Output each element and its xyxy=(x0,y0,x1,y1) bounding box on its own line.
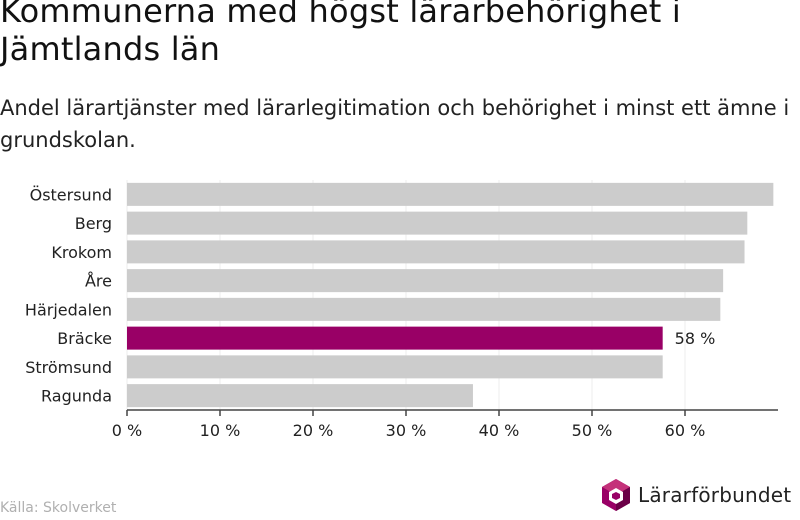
chart-title: Kommunerna med högst lärarbehörighet i J… xyxy=(0,0,681,68)
bar xyxy=(127,355,663,379)
category-label: Härjedalen xyxy=(25,300,112,319)
x-tick-label: 10 % xyxy=(200,421,241,440)
x-tick-label: 40 % xyxy=(479,421,520,440)
category-label: Bräcke xyxy=(57,329,112,348)
bar xyxy=(127,326,663,350)
bar xyxy=(127,182,774,206)
bar xyxy=(127,384,473,408)
x-tick-label: 50 % xyxy=(572,421,613,440)
category-label: Berg xyxy=(75,214,112,233)
category-label: Östersund xyxy=(30,185,112,204)
brand-logo: Lärarförbundet xyxy=(600,477,791,513)
x-tick-label: 20 % xyxy=(293,421,334,440)
category-label: Ragunda xyxy=(41,387,112,406)
x-tick-label: 60 % xyxy=(665,421,706,440)
category-label: Åre xyxy=(85,272,112,291)
lararforbundet-logo-icon xyxy=(602,479,630,511)
chart-subtitle: Andel lärartjänster med lärarlegitimatio… xyxy=(0,96,790,152)
logo-text: Lärarförbundet xyxy=(638,483,792,507)
bar xyxy=(127,269,724,293)
bar-chart: Östersund Berg Krokom Åre Härjedalen Bräcke St… xyxy=(25,180,778,440)
x-tick-label: 0 % xyxy=(112,421,142,440)
bar xyxy=(127,211,748,235)
source-note: Källa: Skolverket xyxy=(0,500,117,516)
bar xyxy=(127,297,721,321)
category-label: Strömsund xyxy=(25,358,112,377)
category-label: Krokom xyxy=(51,243,112,262)
x-tick-label: 30 % xyxy=(386,421,427,440)
data-label: 58 % xyxy=(675,329,716,348)
bar xyxy=(127,240,745,264)
